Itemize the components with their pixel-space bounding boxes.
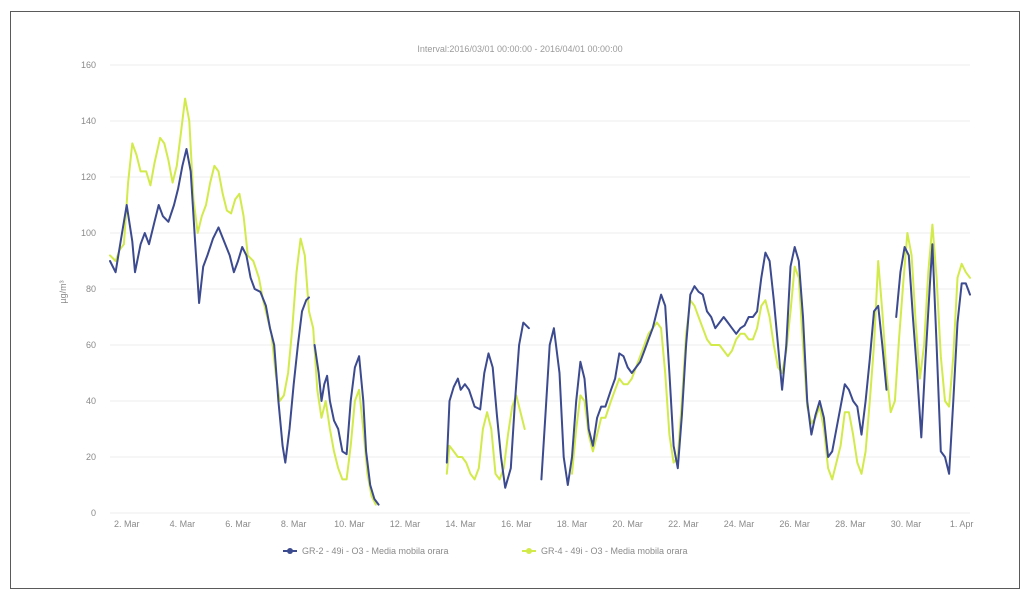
- y-tick-label: 80: [86, 284, 96, 294]
- y-tick-label: 160: [81, 60, 96, 70]
- y-tick-label: 20: [86, 452, 96, 462]
- x-tick-label: 1. Apr: [950, 519, 974, 529]
- series-1-line-segment-2: [313, 344, 380, 506]
- y-tick-label: 0: [91, 508, 96, 518]
- series-1-line-segment-5: [895, 243, 971, 475]
- y-tick-label: 40: [86, 396, 96, 406]
- series-2-line-segment-2: [445, 394, 526, 481]
- x-tick-label: 18. Mar: [557, 519, 588, 529]
- legend-marker-2: [526, 548, 532, 554]
- series-1-line-segment-3: [445, 321, 530, 489]
- y-axis-ticks: 0 20 40 60 80 100 120 140 160: [81, 60, 96, 518]
- grid-lines: [110, 64, 970, 514]
- x-tick-label: 26. Mar: [779, 519, 810, 529]
- x-tick-label: 28. Mar: [835, 519, 866, 529]
- x-tick-label: 2. Mar: [114, 519, 140, 529]
- x-tick-label: 6. Mar: [225, 519, 251, 529]
- x-tick-label: 16. Mar: [501, 519, 532, 529]
- x-tick-label: 12. Mar: [390, 519, 421, 529]
- x-axis-ticks: 2. Mar 4. Mar 6. Mar 8. Mar 10. Mar 12. Mar 14…: [114, 519, 973, 529]
- x-tick-label: 20. Mar: [612, 519, 643, 529]
- series-2-line-segment-3: [571, 223, 971, 481]
- legend: GR-2 - 49i - O3 - Media mobila orara GR-4…: [283, 546, 688, 556]
- y-tick-label: 60: [86, 340, 96, 350]
- x-tick-label: 30. Mar: [891, 519, 922, 529]
- series-2-line-segment-1: [109, 97, 377, 506]
- y-tick-label: 100: [81, 228, 96, 238]
- y-tick-label: 120: [81, 172, 96, 182]
- legend-label-2[interactable]: GR-4 - 49i - O3 - Media mobila orara: [541, 546, 688, 556]
- x-tick-label: 22. Mar: [668, 519, 699, 529]
- x-tick-label: 8. Mar: [281, 519, 307, 529]
- x-tick-label: 14. Mar: [445, 519, 476, 529]
- y-tick-label: 140: [81, 116, 96, 126]
- series-1-line-segment-4: [540, 246, 888, 486]
- series-1-line-segment-1: [109, 148, 310, 464]
- chart-title: Interval:2016/03/01 00:00:00 - 2016/04/0…: [417, 44, 622, 54]
- x-tick-label: 4. Mar: [170, 519, 196, 529]
- series-lines: [109, 97, 971, 506]
- x-tick-label: 10. Mar: [334, 519, 365, 529]
- legend-marker-1: [287, 548, 293, 554]
- chart-frame: [10, 11, 1020, 589]
- x-tick-label: 24. Mar: [724, 519, 755, 529]
- legend-label-1[interactable]: GR-2 - 49i - O3 - Media mobila orara: [302, 546, 449, 556]
- y-axis-label: µg/m³: [58, 280, 68, 303]
